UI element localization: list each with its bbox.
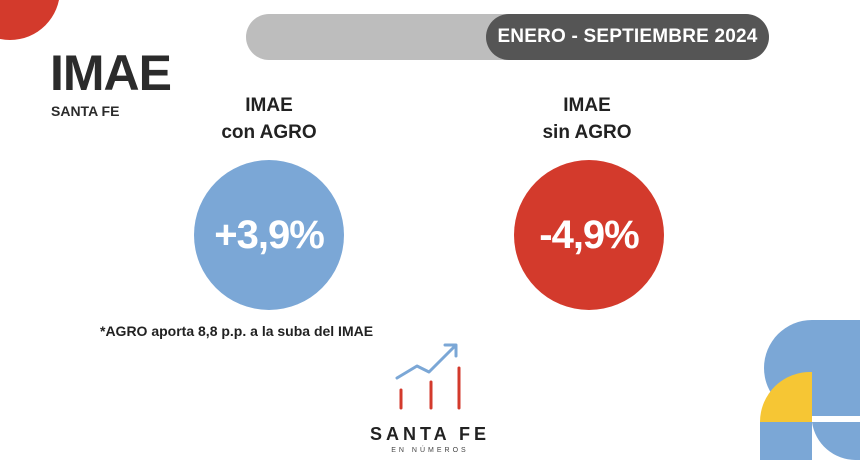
indicator-label-line1: IMAE: [563, 95, 611, 116]
indicator-label-sin-agro: IMAE sin AGRO: [487, 92, 687, 146]
corner-decoration-bottom-right: [760, 320, 860, 460]
corner-decoration-top-left: [0, 0, 60, 40]
indicator-label-line1: IMAE: [245, 95, 293, 116]
logo-name: SANTA FE: [370, 424, 490, 444]
indicator-value-con-agro: +3,9%: [214, 212, 325, 257]
period-badge: ENERO - SEPTIEMBRE 2024: [486, 14, 769, 60]
indicator-circle-sin-agro: -4,9%: [514, 160, 664, 310]
period-text: ENERO - SEPTIEMBRE 2024: [497, 26, 758, 47]
page-title: IMAE: [50, 45, 172, 101]
indicator-label-line2: sin AGRO: [542, 122, 632, 143]
indicator-label-con-agro: IMAE con AGRO: [169, 92, 369, 146]
indicator-value-sin-agro: -4,9%: [539, 212, 639, 257]
indicator-circle-con-agro: +3,9%: [194, 160, 344, 310]
page-subtitle: SANTA FE: [51, 103, 120, 119]
trend-chart-icon: [395, 343, 461, 410]
logo-tagline: EN NÚMEROS: [391, 447, 469, 454]
footnote: *AGRO aporta 8,8 p.p. a la suba del IMAE: [100, 323, 374, 339]
indicator-label-line2: con AGRO: [221, 122, 317, 143]
